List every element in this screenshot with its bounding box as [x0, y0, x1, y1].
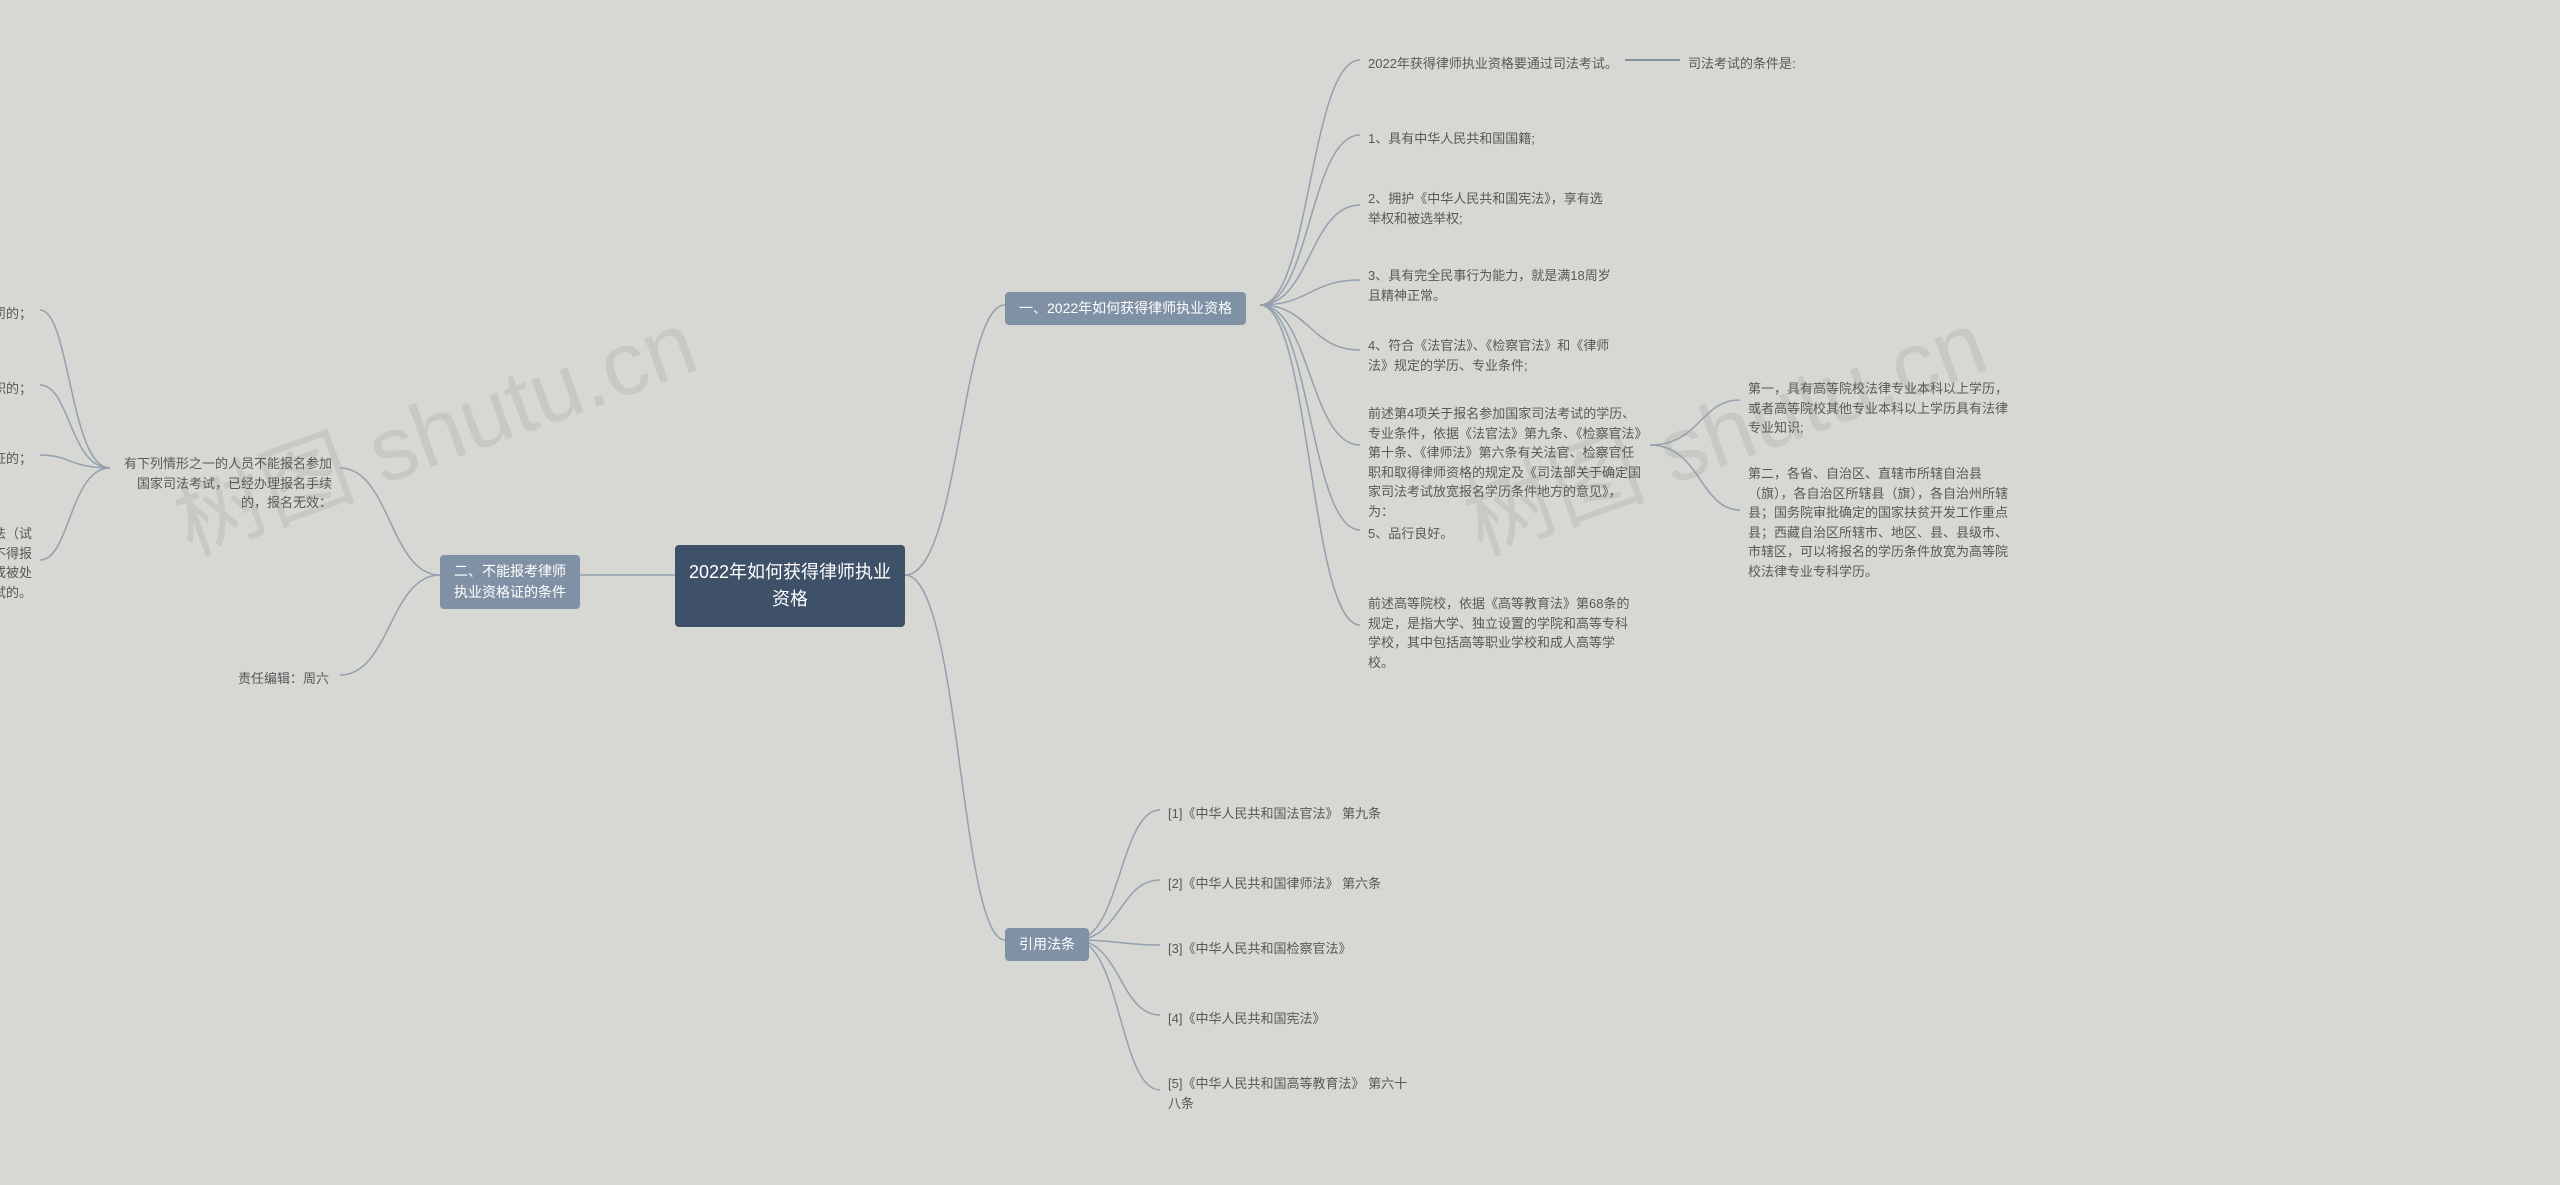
- leaf-b1-1b: 司法考试的条件是:: [1680, 50, 1804, 78]
- root-node: 2022年如何获得律师执业资格: [675, 545, 905, 627]
- leaf-b1-4: 3、具有完全民事行为能力，就是满18周岁且精神正常。: [1360, 262, 1620, 309]
- leaf-b2-2: 责任编辑：周六: [230, 665, 337, 693]
- leaf-b1-1: 2022年获得律师执业资格要通过司法考试。: [1360, 50, 1626, 78]
- leaf-b1-8: 前述高等院校，依据《高等教育法》第68条的规定，是指大学、独立设置的学院和高等专…: [1360, 590, 1640, 676]
- leaf-b3-3: [3]《中华人民共和国检察官法》: [1160, 935, 1359, 963]
- leaf-b1-7: 5、品行良好。: [1360, 520, 1461, 548]
- leaf-b2-1c: （3）曾被吊销律师执业证的；: [0, 445, 40, 473]
- leaf-b2-1d: （4）依照《国家司法考试实施办法（试行）》第18条的规定，被处以2年内不得报名参…: [0, 520, 40, 606]
- leaf-b1-6a: 第一，具有高等院校法律专业本科以上学历，或者高等院校其他专业本科以上学历具有法律…: [1740, 375, 2020, 442]
- leaf-b3-4: [4]《中华人民共和国宪法》: [1160, 1005, 1333, 1033]
- leaf-b2-1: 有下列情形之一的人员不能报名参加国家司法考试，已经办理报名手续的，报名无效：: [110, 450, 340, 517]
- leaf-b2-1a: （1）因故意犯罪受过刑事处罚的；: [0, 300, 40, 328]
- leaf-b2-1b: （2）曾被国家机关开除公职的；: [0, 375, 40, 403]
- branch-3: 引用法条: [1005, 928, 1089, 961]
- branch-2: 二、不能报考律师执业资格证的条件: [440, 555, 580, 609]
- leaf-b1-6b: 第二，各省、自治区、直辖市所辖自治县（旗），各自治区所辖县（旗），各自治州所辖县…: [1740, 460, 2020, 585]
- leaf-b3-1: [1]《中华人民共和国法官法》 第九条: [1160, 800, 1389, 828]
- leaf-b1-2: 1、具有中华人民共和国国籍;: [1360, 125, 1543, 153]
- watermark-left: 树图 shutu.cn: [154, 271, 711, 580]
- leaf-b3-2: [2]《中华人民共和国律师法》 第六条: [1160, 870, 1389, 898]
- leaf-b3-5: [5]《中华人民共和国高等教育法》 第六十八条: [1160, 1070, 1420, 1117]
- leaf-b1-6: 前述第4项关于报名参加国家司法考试的学历、专业条件，依据《法官法》第九条、《检察…: [1360, 400, 1650, 525]
- leaf-b1-3: 2、拥护《中华人民共和国宪法》，享有选举权和被选举权;: [1360, 185, 1620, 232]
- leaf-b1-5: 4、符合《法官法》、《检察官法》和《律师法》规定的学历、专业条件;: [1360, 332, 1620, 379]
- branch-1: 一、2022年如何获得律师执业资格: [1005, 292, 1246, 325]
